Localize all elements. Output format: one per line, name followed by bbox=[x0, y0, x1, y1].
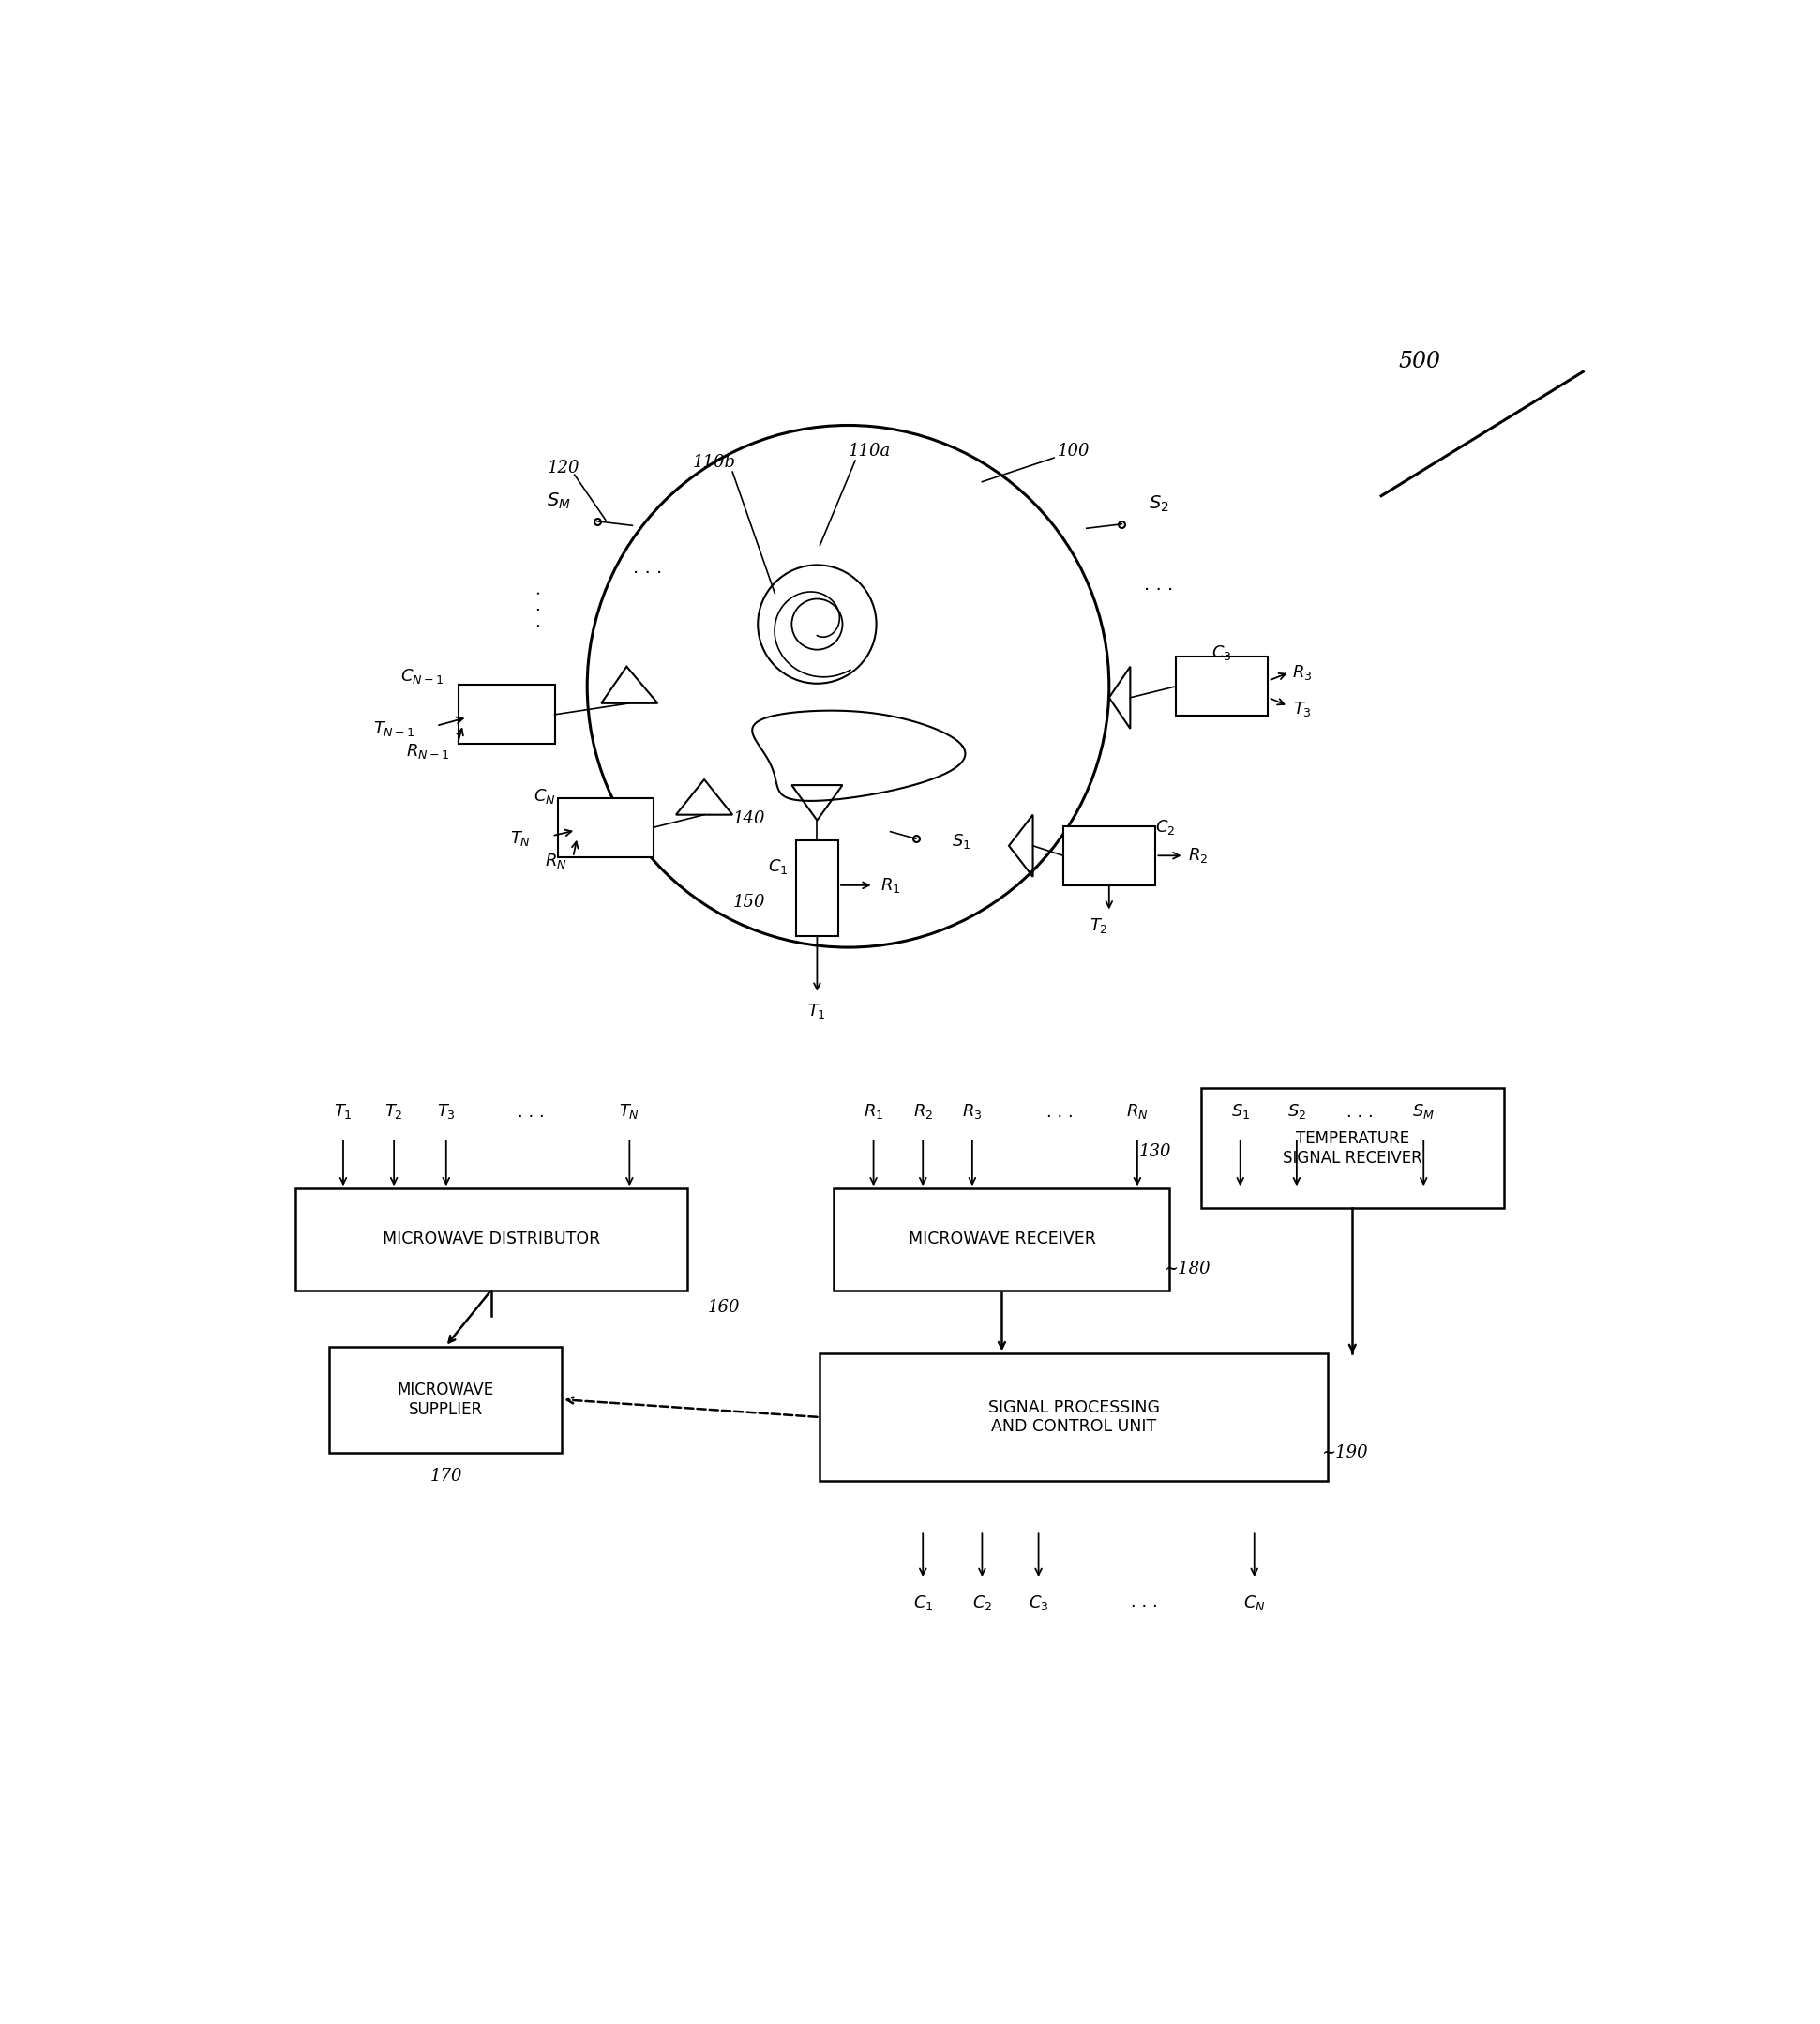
Text: $T_1$: $T_1$ bbox=[333, 1103, 353, 1121]
Text: $R_N$: $R_N$ bbox=[1127, 1103, 1148, 1121]
Text: $R_3$: $R_3$ bbox=[1292, 662, 1312, 682]
Text: $C_2$: $C_2$ bbox=[1156, 818, 1176, 836]
Text: $T_3$: $T_3$ bbox=[1292, 700, 1312, 719]
Text: . . .: . . . bbox=[1130, 1593, 1158, 1611]
Text: $R_1$: $R_1$ bbox=[881, 876, 901, 895]
Text: 110a: 110a bbox=[848, 443, 890, 459]
Text: 170: 170 bbox=[430, 1467, 462, 1486]
Text: $S_2$: $S_2$ bbox=[1148, 494, 1168, 514]
Text: $S_M$: $S_M$ bbox=[1412, 1103, 1434, 1121]
FancyBboxPatch shape bbox=[834, 1188, 1170, 1289]
FancyBboxPatch shape bbox=[1176, 656, 1269, 716]
Text: . . .: . . . bbox=[1046, 1103, 1074, 1121]
FancyBboxPatch shape bbox=[1201, 1089, 1503, 1208]
Text: 120: 120 bbox=[548, 459, 579, 476]
Text: $R_2$: $R_2$ bbox=[914, 1103, 934, 1121]
Text: 160: 160 bbox=[708, 1299, 741, 1316]
Text: MICROWAVE RECEIVER: MICROWAVE RECEIVER bbox=[908, 1231, 1096, 1249]
Text: 130: 130 bbox=[1139, 1144, 1172, 1160]
Text: $C_3$: $C_3$ bbox=[1212, 644, 1232, 662]
Text: . . .: . . . bbox=[1143, 577, 1174, 593]
Text: $S_M$: $S_M$ bbox=[546, 492, 571, 512]
Text: ~190: ~190 bbox=[1321, 1443, 1369, 1461]
Text: 100: 100 bbox=[1057, 443, 1090, 459]
Text: $T_N$: $T_N$ bbox=[619, 1103, 641, 1121]
FancyBboxPatch shape bbox=[795, 840, 839, 935]
Text: . . .: . . . bbox=[633, 559, 662, 577]
Text: $C_3$: $C_3$ bbox=[1028, 1593, 1048, 1613]
FancyBboxPatch shape bbox=[329, 1346, 562, 1453]
Text: $T_2$: $T_2$ bbox=[1090, 917, 1108, 935]
Text: MICROWAVE
SUPPLIER: MICROWAVE SUPPLIER bbox=[397, 1380, 493, 1417]
Text: 500: 500 bbox=[1398, 350, 1440, 372]
Text: $T_2$: $T_2$ bbox=[384, 1103, 404, 1121]
Text: $T_3$: $T_3$ bbox=[437, 1103, 455, 1121]
Text: $R_N$: $R_N$ bbox=[544, 852, 568, 870]
Text: $R_1$: $R_1$ bbox=[863, 1103, 883, 1121]
Text: $C_1$: $C_1$ bbox=[768, 858, 788, 876]
Text: 110b: 110b bbox=[693, 453, 735, 470]
Text: $C_2$: $C_2$ bbox=[972, 1593, 992, 1613]
Text: $R_3$: $R_3$ bbox=[963, 1103, 983, 1121]
FancyBboxPatch shape bbox=[1063, 826, 1156, 884]
Text: $T_{N-1}$: $T_{N-1}$ bbox=[373, 719, 415, 739]
Text: $R_{N-1}$: $R_{N-1}$ bbox=[406, 743, 450, 761]
Text: $S_1$: $S_1$ bbox=[952, 832, 970, 850]
Text: $C_{N-1}$: $C_{N-1}$ bbox=[400, 668, 444, 686]
Text: TEMPERATURE
SIGNAL RECEIVER: TEMPERATURE SIGNAL RECEIVER bbox=[1283, 1129, 1421, 1166]
Text: .  .  .: . . . bbox=[526, 589, 544, 627]
Text: $C_N$: $C_N$ bbox=[1243, 1593, 1265, 1613]
Text: SIGNAL PROCESSING
AND CONTROL UNIT: SIGNAL PROCESSING AND CONTROL UNIT bbox=[988, 1399, 1159, 1435]
Text: $R_2$: $R_2$ bbox=[1188, 846, 1208, 864]
Text: $T_1$: $T_1$ bbox=[808, 1002, 826, 1020]
Text: ~180: ~180 bbox=[1163, 1261, 1210, 1277]
Text: MICROWAVE DISTRIBUTOR: MICROWAVE DISTRIBUTOR bbox=[382, 1231, 601, 1249]
Text: 140: 140 bbox=[733, 810, 766, 828]
Text: $C_N$: $C_N$ bbox=[533, 787, 555, 806]
Text: . . .: . . . bbox=[517, 1103, 544, 1121]
Text: $T_N$: $T_N$ bbox=[511, 830, 531, 848]
FancyBboxPatch shape bbox=[821, 1354, 1329, 1482]
Text: $S_2$: $S_2$ bbox=[1287, 1103, 1307, 1121]
Text: $C_1$: $C_1$ bbox=[914, 1593, 934, 1613]
FancyBboxPatch shape bbox=[557, 797, 653, 856]
FancyBboxPatch shape bbox=[295, 1188, 688, 1289]
Text: 150: 150 bbox=[733, 895, 766, 911]
FancyBboxPatch shape bbox=[459, 684, 555, 745]
Text: . . .: . . . bbox=[1347, 1103, 1374, 1121]
Text: $S_1$: $S_1$ bbox=[1230, 1103, 1250, 1121]
